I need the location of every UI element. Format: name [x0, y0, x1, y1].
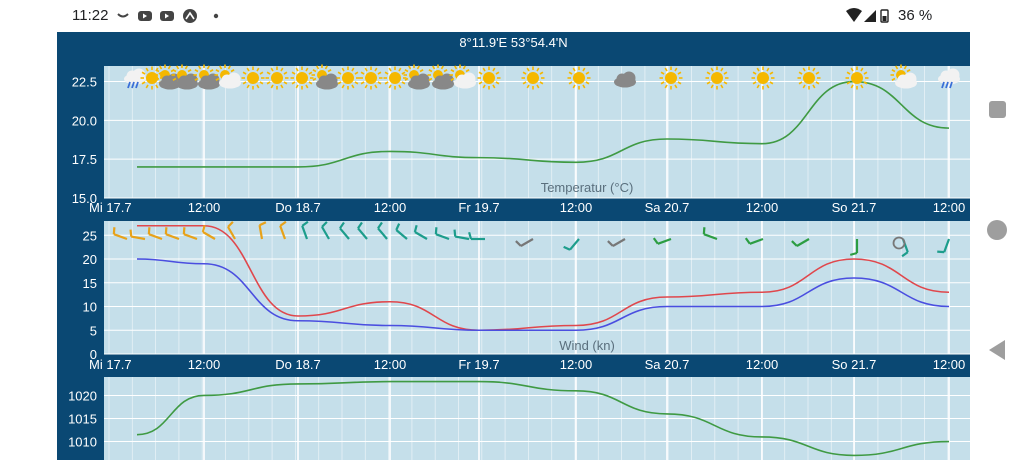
recents-button [989, 101, 1006, 118]
y-tick-label: 22.5 [72, 75, 97, 90]
x-axis-label: 12:00 [560, 357, 593, 372]
home-button [987, 220, 1007, 240]
x-axis-label: 12:00 [746, 200, 779, 215]
temperature-label: Temperatur (°C) [541, 180, 634, 195]
app-icon [183, 9, 197, 23]
status-bar: 11:22 36 % [0, 0, 1024, 32]
y-tick-label: 15 [83, 276, 97, 291]
system-icons [845, 8, 895, 24]
x-axis-label: 12:00 [560, 200, 593, 215]
x-axis-label: So 21.7 [832, 357, 877, 372]
x-axis-label: 12:00 [188, 200, 221, 215]
x-axis-label: Mi 17.7 [89, 200, 132, 215]
signal-icon [864, 10, 876, 22]
plot-area-2 [104, 221, 970, 354]
y-tick-label: 20.0 [72, 113, 97, 128]
y-tick-label: 17.5 [72, 152, 97, 167]
x-axis-label: Do 18.7 [275, 200, 321, 215]
y-tick-label: 1020 [68, 388, 97, 403]
x-axis-label: 12:00 [933, 200, 966, 215]
x-axis-label: 12:00 [374, 357, 407, 372]
wifi-icon [846, 8, 862, 22]
x-axis-label: 12:00 [188, 357, 221, 372]
x-axis-label: Do 18.7 [275, 357, 321, 372]
back-button [989, 340, 1005, 360]
y-tick-label: 1010 [68, 435, 97, 450]
y-tick-label: 5 [90, 323, 97, 338]
y-tick-label: 25 [83, 228, 97, 243]
navigation-bar [970, 32, 1024, 460]
wind-label: Wind (kn) [559, 338, 615, 353]
x-axis-label: Fr 19.7 [458, 200, 499, 215]
x-axis-label: 12:00 [374, 200, 407, 215]
x-axis-label: 12:00 [933, 357, 966, 372]
y-tick-label: 20 [83, 252, 97, 267]
meteogram-chart[interactable]: 22.520.017.515.02520151050102010151010Mi… [57, 32, 970, 460]
y-tick-label: 10 [83, 300, 97, 315]
clock: 11:22 [72, 7, 108, 24]
notification-icon [118, 14, 128, 17]
x-axis-label: Sa 20.7 [645, 357, 690, 372]
notification-icons [116, 8, 236, 24]
y-tick-label: 1015 [68, 412, 97, 427]
dot-icon [214, 14, 218, 18]
x-axis-label: So 21.7 [832, 200, 877, 215]
x-axis-label: Mi 17.7 [89, 357, 132, 372]
x-axis-label: Fr 19.7 [458, 357, 499, 372]
x-axis-label: Sa 20.7 [645, 200, 690, 215]
x-axis-label: 12:00 [746, 357, 779, 372]
battery-percent: 36 % [898, 7, 932, 24]
